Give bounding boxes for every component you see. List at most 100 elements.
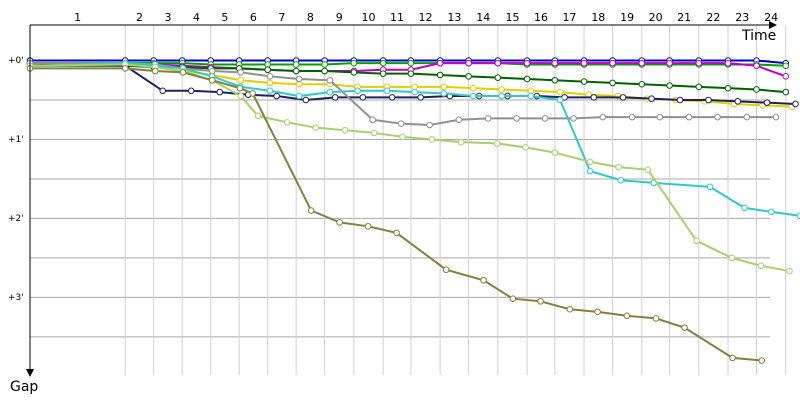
grid <box>29 25 787 375</box>
lap-point <box>237 92 244 100</box>
lap-label: 14 <box>476 11 490 24</box>
lap-point <box>359 94 367 101</box>
lap-label: 16 <box>534 11 548 24</box>
lap-point <box>369 116 376 124</box>
lap-point <box>706 183 714 191</box>
lap-point <box>758 357 766 364</box>
lap-point <box>179 69 187 76</box>
lap-point <box>623 312 631 320</box>
lap-point <box>216 88 223 96</box>
lap-point <box>455 116 463 124</box>
lap-point <box>705 96 712 104</box>
series-line <box>30 67 762 362</box>
lap-point <box>617 176 625 184</box>
lap-point <box>295 80 303 88</box>
lap-point <box>743 113 751 121</box>
series-line <box>29 63 790 273</box>
lap-point <box>264 61 271 68</box>
lap-point <box>586 167 594 175</box>
lap-point <box>187 87 195 95</box>
x-axis-label: Time <box>741 28 776 44</box>
lap-point <box>786 267 793 275</box>
lap-point <box>609 79 616 87</box>
lap-point <box>580 78 588 85</box>
lap-point <box>782 73 790 80</box>
lap-point <box>336 219 343 226</box>
lap-label: 18 <box>591 11 605 24</box>
lap-point <box>628 113 636 121</box>
lap-point <box>619 94 627 101</box>
lap-label: 2 <box>136 11 143 24</box>
lap-label: 17 <box>562 11 576 24</box>
lap-point <box>652 315 660 322</box>
lap-label: 21 <box>677 11 691 24</box>
lap-point <box>236 84 244 92</box>
lap-point <box>494 59 502 67</box>
lap-point <box>159 87 167 95</box>
lap-point <box>753 62 760 70</box>
lap-point <box>292 67 300 75</box>
lap-point <box>729 354 736 362</box>
lap-point <box>590 94 598 101</box>
y-axis-label: Gap <box>10 379 38 395</box>
lap-point <box>442 266 450 274</box>
lap-point <box>551 76 559 84</box>
lap-point <box>440 83 448 91</box>
lap-point <box>796 212 800 220</box>
lap-point <box>724 84 732 92</box>
lap-point <box>676 96 684 104</box>
lap-point <box>379 70 387 77</box>
lap-point <box>266 87 274 95</box>
lap-point <box>480 276 487 284</box>
lap-point <box>493 140 501 147</box>
lap-point <box>393 229 400 237</box>
lap-point <box>509 295 517 302</box>
lap-point <box>237 76 244 84</box>
lap-point <box>121 65 129 72</box>
lap-point <box>407 70 415 77</box>
lap-point <box>388 94 396 101</box>
lap-point <box>321 61 328 68</box>
lap-point <box>498 86 505 93</box>
lap-label: 1 <box>74 11 81 24</box>
lap-point <box>556 96 564 104</box>
lap-point <box>768 208 775 216</box>
lap-label: 11 <box>390 11 404 24</box>
lap-point <box>566 305 574 313</box>
lap-point <box>307 207 315 214</box>
lap-point <box>741 204 748 212</box>
lap-point <box>541 115 549 122</box>
lap-point <box>685 113 693 121</box>
lap-point <box>551 149 559 156</box>
lap-point <box>734 98 742 105</box>
lap-point <box>411 88 418 96</box>
lap-point <box>266 73 274 80</box>
lap-point <box>302 96 310 104</box>
lap-point <box>527 92 535 100</box>
lap-label: 22 <box>706 11 720 24</box>
lap-point <box>580 59 588 67</box>
lap-point <box>350 59 358 67</box>
lap-point <box>283 119 291 126</box>
plot <box>26 57 800 364</box>
lap-point <box>586 158 594 166</box>
lap-point <box>295 92 303 100</box>
lap-label: 15 <box>505 11 519 24</box>
lap-point <box>782 62 790 70</box>
lap-label: 6 <box>250 11 257 24</box>
lap-point <box>753 86 760 93</box>
lap-point <box>428 136 436 143</box>
lap-point <box>714 113 721 121</box>
lap-point <box>208 76 216 84</box>
series-line <box>30 62 777 127</box>
lap-label: 8 <box>307 11 314 24</box>
lap-point <box>354 87 361 95</box>
series-line <box>29 62 800 217</box>
lap-point <box>326 88 334 96</box>
lap-point <box>609 59 616 67</box>
lap-point <box>254 112 262 120</box>
lap-point <box>326 76 334 84</box>
lap-point <box>695 59 703 67</box>
lap-point <box>484 115 492 122</box>
